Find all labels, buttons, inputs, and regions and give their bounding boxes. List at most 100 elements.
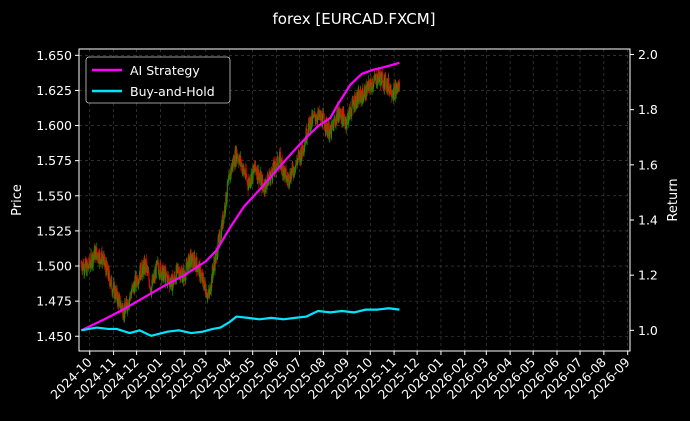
candle-body [188,260,190,269]
candle-body [204,280,206,286]
y-left-tick-label: 1.600 [36,118,72,133]
candle-body [276,159,278,168]
candle-body [243,168,245,174]
candle-body [105,260,107,276]
plot-frame [78,48,631,352]
candle-body [83,264,85,274]
candle-body [109,279,111,287]
candle-body [98,251,100,264]
candle-body [300,155,303,162]
candle-body [133,283,135,292]
candle-body [91,263,93,268]
candle-body [89,265,92,268]
candle-body [81,265,84,272]
candle-body [254,160,256,168]
candle-body [210,288,212,292]
candle-body [177,267,180,274]
candle-body [141,268,143,277]
candle-body [121,306,123,310]
candle-body [262,185,264,192]
candle-body [343,115,346,122]
candle-body [355,96,357,108]
candle-body [234,165,236,167]
candle-body [111,289,113,292]
candle-body [191,254,193,262]
candle-body [340,114,342,120]
candle-body [170,282,172,287]
candle-body [178,273,180,278]
candle-body [242,170,244,174]
candle-body [146,264,148,268]
candle-body [308,117,310,122]
candle-body [285,180,288,181]
candle-body [317,115,319,123]
candle-body [181,278,183,282]
candle-body [134,280,136,294]
candle-body [252,165,254,170]
candle-body [176,264,178,266]
candle-body [119,295,121,297]
candle-body [292,162,294,167]
candle-body [229,172,231,181]
candle-body [255,172,258,174]
candle-body [199,263,201,277]
candle-body [326,121,328,133]
candle-body [182,270,184,279]
candle-body [242,166,244,174]
candle-body [368,82,371,89]
candle-body [194,255,196,259]
candle-body [346,117,348,125]
candle-body [104,261,107,268]
candle-body [145,258,147,271]
candle-body [345,124,347,129]
candle-body [267,178,269,186]
candle-body [149,286,151,290]
candle-body [175,266,177,284]
candle-body [221,223,223,239]
y-axis-left-ticks: 1.450 1.475 1.500 1.525 1.550 1.575 1.600 1.625… [36,48,79,344]
candle-body [173,280,175,285]
candle-body [385,74,387,88]
candle-body [202,273,204,278]
candle-body [96,253,98,259]
candle-body [209,288,211,295]
candle-body [207,293,209,295]
candle-body [218,235,220,241]
candle-body [92,257,94,266]
candle-body [141,275,143,277]
candle-body [238,158,240,165]
candle-body [122,305,124,318]
candle-body [159,275,161,277]
candle-body [382,75,384,88]
candle-body [190,251,192,253]
candle-body [166,276,168,278]
candle-body [302,145,304,153]
candle-body [346,116,348,118]
candle-body [143,263,145,275]
candle-body [279,152,281,160]
candle-body [353,96,356,110]
candle-body [366,93,368,97]
candle-body [303,144,306,151]
candle-body [118,296,120,307]
candle-body [334,119,336,124]
candle-body [159,262,162,266]
y-left-tick-label: 1.500 [36,259,72,274]
candle-body [288,174,290,186]
candle-body [333,120,335,131]
candle-body [296,161,298,166]
candle-body [305,128,308,141]
candle-body [167,275,169,285]
candle-body [356,92,358,103]
candle-body [116,288,118,300]
candle-body [87,265,89,268]
candle-body [264,183,266,192]
candle-body [293,167,295,174]
candle-body [124,302,126,318]
candle-body [101,251,103,265]
y-left-tick-label: 1.475 [36,294,72,309]
candle-body [107,264,109,276]
candle-body [337,120,339,122]
candle-body [213,261,215,265]
candle-body [318,114,321,118]
